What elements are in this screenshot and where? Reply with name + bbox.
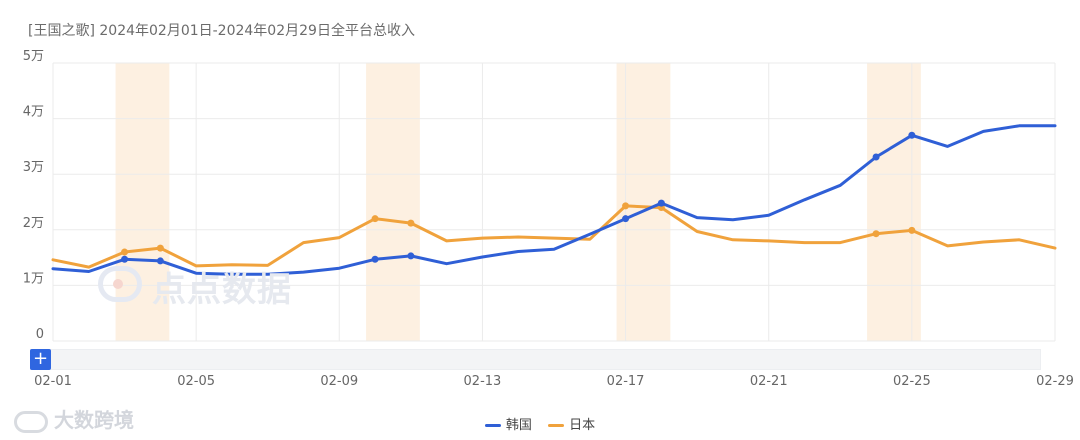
data-point-korea	[657, 199, 665, 207]
data-point-japan	[121, 248, 129, 256]
legend: 韩国 日本	[0, 414, 1080, 433]
legend-swatch-japan	[548, 424, 565, 427]
x-tick-label: 02-05	[177, 374, 215, 389]
data-point-japan	[156, 244, 164, 252]
legend-label-korea: 韩国	[505, 418, 532, 433]
x-tick-label: 02-09	[320, 374, 358, 389]
data-point-korea	[622, 215, 630, 223]
legend-swatch-korea	[484, 424, 501, 427]
x-tick-label: 02-25	[893, 374, 931, 389]
y-tick-label: 1万	[23, 271, 44, 286]
legend-label-japan: 日本	[569, 418, 596, 433]
x-tick-label: 02-17	[607, 374, 645, 389]
brand-logo-icon	[14, 410, 48, 433]
y-tick-label: 2万	[23, 216, 44, 231]
series-line-korea	[51, 124, 1057, 276]
y-tick-label: 5万	[23, 49, 44, 64]
brand-watermark-text: 大数跨境	[54, 408, 134, 432]
data-point-japan	[371, 215, 379, 223]
legend-item-japan[interactable]: 日本	[548, 414, 595, 433]
data-point-japan	[407, 219, 415, 227]
zoom-slider-track[interactable]	[30, 349, 1041, 370]
data-point-korea	[121, 255, 129, 263]
watermark-logo	[98, 266, 142, 302]
legend-item-korea[interactable]: 韩国	[484, 414, 532, 433]
x-tick-label: 02-13	[464, 374, 502, 389]
data-point-japan	[622, 202, 630, 210]
watermark-text: 点点数据	[152, 270, 292, 310]
data-point-korea	[872, 153, 880, 161]
y-tick-label: 4万	[23, 105, 44, 120]
data-point-korea	[908, 131, 916, 139]
data-point-japan	[872, 230, 880, 238]
highlight-band	[867, 63, 921, 341]
x-tick-label: 02-21	[750, 374, 788, 389]
data-point-korea	[371, 255, 379, 263]
zoom-slider-handle[interactable]: +	[30, 349, 51, 370]
x-tick-label: 02-29	[1036, 374, 1074, 389]
data-point-korea	[407, 252, 415, 260]
y-tick-label: 0	[36, 327, 44, 342]
chart-title: [王国之歌] 2024年02月01日-2024年02月29日全平台总收入	[28, 23, 415, 39]
highlight-band	[366, 63, 420, 341]
data-point-japan	[908, 226, 916, 234]
x-tick-label: 02-01	[34, 374, 72, 389]
data-point-korea	[156, 257, 164, 265]
brand-watermark: 大数跨境	[14, 404, 134, 433]
y-tick-label: 3万	[23, 160, 44, 175]
series-line-japan	[51, 204, 1057, 269]
